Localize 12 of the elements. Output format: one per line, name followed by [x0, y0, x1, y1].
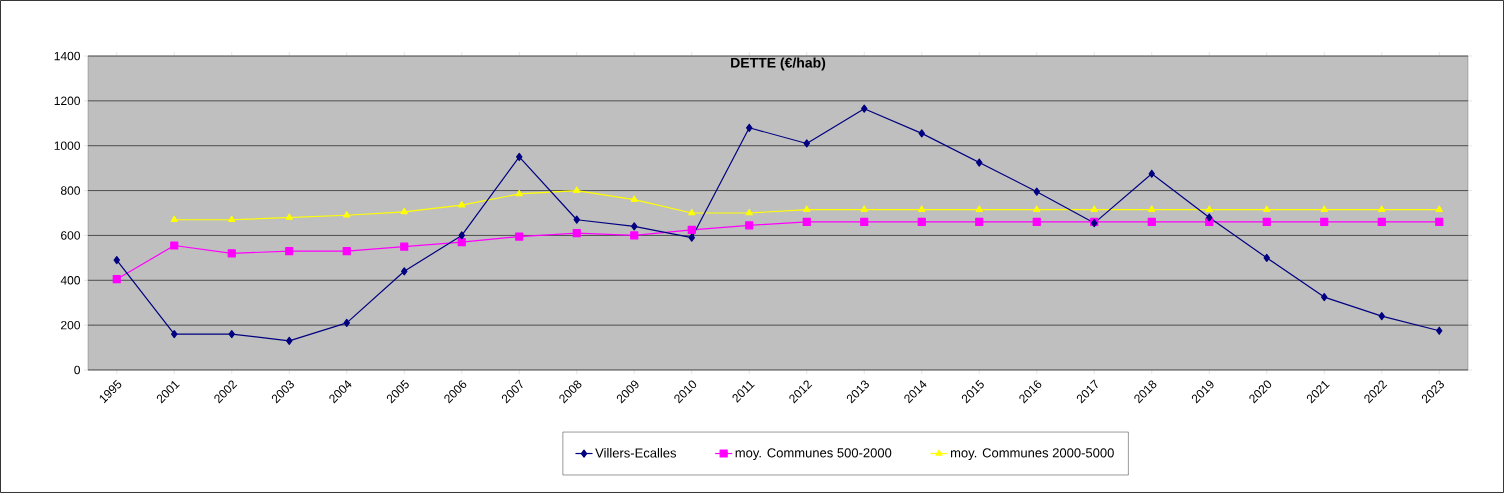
legend-label: Villers-Ecalles [595, 448, 677, 458]
y-tick-label: 600 [61, 231, 80, 240]
chart-title: DETTE (€/hab) [731, 57, 826, 71]
y-tick-label: 1000 [54, 141, 80, 150]
y-tick-label: 1200 [54, 96, 80, 106]
y-tick-label: 1400 [54, 51, 80, 61]
y-tick-label: 0 [74, 365, 81, 375]
y-tick-label: 200 [61, 320, 80, 330]
y-tick-label: 800 [60, 186, 80, 195]
y-tick-label: 400 [60, 276, 80, 285]
legend-label: moy. Communes 500-2000 [735, 448, 892, 461]
legend-label: moy. Communes 2000-5000 [950, 448, 1114, 461]
